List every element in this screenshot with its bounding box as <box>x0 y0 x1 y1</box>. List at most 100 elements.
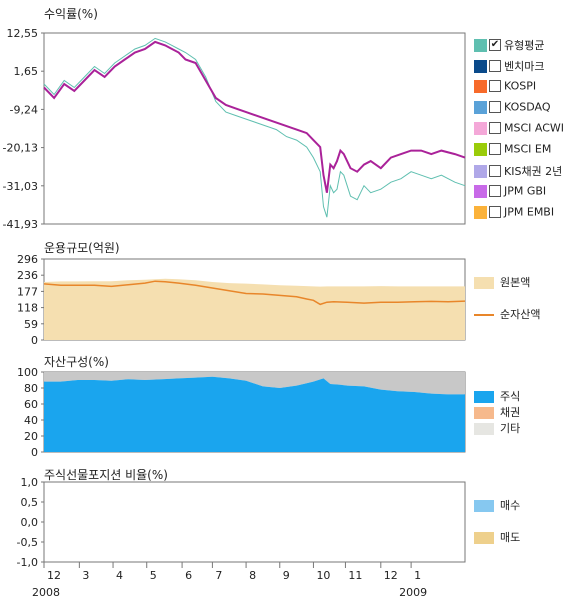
x-tick-label-6: 8 <box>249 569 256 582</box>
legend-checkbox[interactable] <box>489 185 501 197</box>
legend-swatch <box>474 205 487 219</box>
y-tick-label-0-3: -20,13 <box>3 142 38 155</box>
legend-swatch <box>474 500 494 512</box>
y-tick-label-2-4: 20 <box>24 430 38 443</box>
x-tick-label-5: 7 <box>215 569 222 582</box>
legend-label: 채권 <box>500 406 521 419</box>
legend-checkbox[interactable] <box>489 101 501 113</box>
leg-assets-item-1: 채권 <box>474 404 520 420</box>
legend-label: 순자산액 <box>500 308 541 321</box>
y-tick-label-0-0: 12,55 <box>7 27 39 40</box>
panel-title-0: 수익률(%) <box>44 7 98 21</box>
y-tick-label-2-2: 60 <box>24 398 38 411</box>
y-tick-label-0-5: -41,93 <box>3 218 38 231</box>
y-tick-label-0-4: -31,03 <box>3 180 38 193</box>
x-tick-label-11: 1 <box>414 569 421 582</box>
legend-swatch <box>474 121 487 135</box>
y-tick-label-2-1: 80 <box>24 382 38 395</box>
other-area <box>44 372 465 395</box>
legend-checkbox[interactable]: ✔ <box>489 39 501 51</box>
stock-area <box>44 376 465 452</box>
legend-label: 매수 <box>500 499 521 512</box>
legend-label: 벤치마크 <box>504 60 545 73</box>
net-assets-line <box>43 280 466 306</box>
legend-item-5[interactable]: MSCI EM <box>474 142 551 156</box>
legend-swatch <box>474 407 494 419</box>
x-tick-label-7: 9 <box>283 569 290 582</box>
plot-frame-3 <box>43 481 466 563</box>
legend-item-2[interactable]: KOSPI <box>474 79 536 93</box>
x-tick-label-10: 12 <box>384 569 398 582</box>
y-tick-label-3-0: 1,0 <box>21 476 39 489</box>
x-year-label-0: 2008 <box>32 586 60 599</box>
legend-swatch <box>474 532 494 544</box>
leg-size-item-0: 원본액 <box>474 274 530 290</box>
legend-label: JPM EMBI <box>504 205 555 219</box>
leg-assets-item-2: 기타 <box>474 420 520 436</box>
legend-item-0[interactable]: ✔ 유형평균 <box>474 37 544 53</box>
legend-item-7[interactable]: JPM GBI <box>474 184 546 198</box>
leg-futures-item-0: 매수 <box>474 497 520 513</box>
y-tick-label-1-2: 177 <box>17 285 38 298</box>
y-tick-label-2-3: 40 <box>24 414 38 427</box>
x-tick-label-2: 4 <box>116 569 123 582</box>
legend-item-1[interactable]: 벤치마크 <box>474 58 544 74</box>
legend-label: JPM GBI <box>504 184 547 198</box>
legend-item-3[interactable]: KOSDAQ <box>474 100 551 114</box>
y-tick-label-1-5: 0 <box>31 334 38 347</box>
principal-area <box>44 278 465 340</box>
y-tick-label-3-2: 0,0 <box>21 516 39 529</box>
legend-item-6[interactable]: KIS채권 2년 <box>474 163 562 179</box>
y-tick-label-1-3: 118 <box>17 302 38 315</box>
legend-swatch <box>474 79 487 93</box>
legend-label: MSCI ACWI <box>504 121 565 135</box>
legend-label: 기타 <box>500 422 521 435</box>
x-tick-label-9: 11 <box>348 569 362 582</box>
legend-checkbox[interactable] <box>489 80 501 92</box>
legend-label: KOSPI <box>504 79 537 93</box>
legend-swatch <box>474 59 487 73</box>
legend-checkbox[interactable] <box>489 122 501 134</box>
panel-title-1: 운용규모(억원) <box>44 241 120 255</box>
x-tick-label-4: 6 <box>185 569 192 582</box>
leg-assets-item-0: 주식 <box>474 388 520 404</box>
leg-futures-item-1: 매도 <box>474 529 520 545</box>
x-tick-label-3: 5 <box>150 569 157 582</box>
legend-checkbox[interactable] <box>489 206 501 218</box>
legend-label: 원본액 <box>500 276 531 289</box>
legend-label: 매도 <box>500 531 521 544</box>
y-tick-label-2-5: 0 <box>31 446 38 459</box>
legend-swatch <box>474 100 487 114</box>
legend-checkbox[interactable] <box>489 143 501 155</box>
legend-swatch <box>474 391 494 403</box>
panel-title-2: 자산구성(%) <box>44 355 109 369</box>
y-tick-label-2-0: 100 <box>17 366 38 379</box>
plot-frame-0 <box>43 32 466 225</box>
legend-label: MSCI EM <box>504 142 552 156</box>
y-tick-label-3-3: -0,5 <box>17 536 38 549</box>
returns-line-0 <box>43 40 466 193</box>
legend-label: 주식 <box>500 390 521 403</box>
legend-swatch <box>474 314 494 316</box>
y-tick-label-1-0: 296 <box>17 253 38 266</box>
legend-item-4[interactable]: MSCI ACWI <box>474 121 564 135</box>
leg-size-item-1: 순자산액 <box>474 306 540 322</box>
legend-swatch <box>474 38 487 52</box>
legend-swatch <box>474 164 487 178</box>
x-year-label-1: 2009 <box>399 586 427 599</box>
y-tick-label-1-4: 59 <box>24 318 38 331</box>
legend-label: KOSDAQ <box>504 100 551 114</box>
y-tick-label-1-1: 236 <box>17 269 38 282</box>
x-tick-label-0: 12 <box>47 569 61 582</box>
legend-swatch <box>474 277 494 289</box>
x-tick-label-8: 10 <box>316 569 330 582</box>
legend-checkbox[interactable] <box>489 165 501 177</box>
y-tick-label-3-4: -1,0 <box>17 556 38 569</box>
y-tick-label-3-1: 0,5 <box>21 496 39 509</box>
legend-checkbox[interactable] <box>489 60 501 72</box>
legend-swatch <box>474 184 487 198</box>
legend-item-8[interactable]: JPM EMBI <box>474 205 554 219</box>
legend-swatch <box>474 423 494 435</box>
legend-label: 유형평균 <box>504 39 545 52</box>
